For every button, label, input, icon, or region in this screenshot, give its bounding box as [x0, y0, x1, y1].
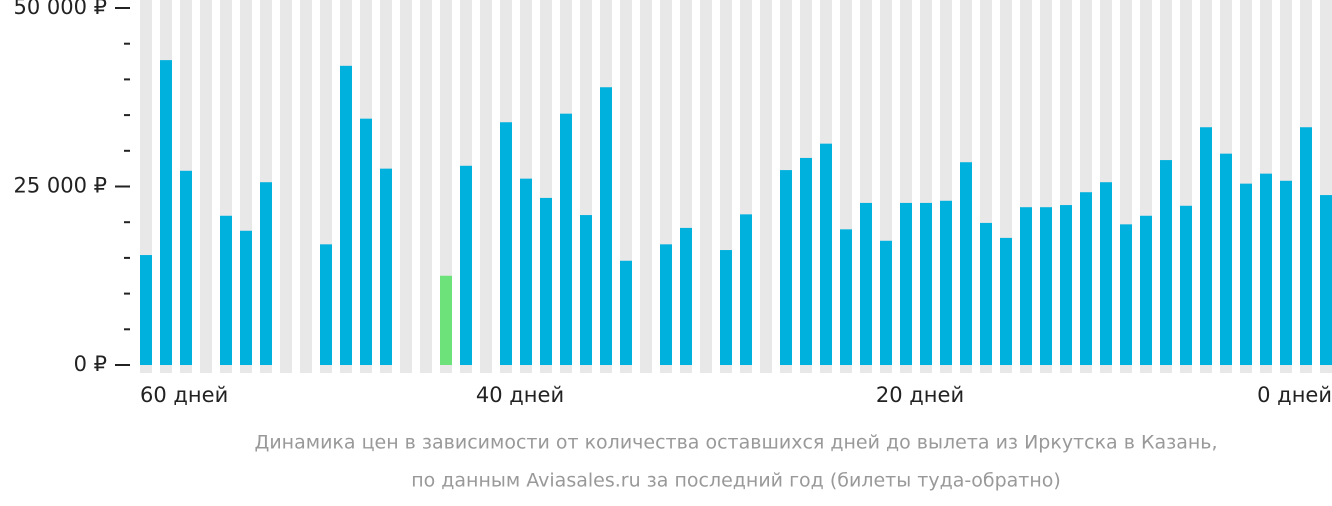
bar [460, 165, 472, 365]
bar [240, 230, 252, 365]
x-tick-label: 20 дней [876, 383, 964, 407]
bar [980, 222, 992, 365]
bar [1320, 195, 1332, 365]
bar [840, 229, 852, 365]
column-background [700, 0, 712, 373]
column-background [280, 0, 292, 373]
bar [1240, 183, 1252, 365]
bar [1180, 205, 1192, 365]
y-tick-label: 0 ₽ [74, 352, 107, 376]
bar [860, 202, 872, 365]
bar [660, 244, 672, 365]
bar [1000, 237, 1012, 365]
bar [360, 118, 372, 365]
bar [580, 215, 592, 365]
column-background [480, 0, 492, 373]
bar [1060, 205, 1072, 365]
bar [1020, 207, 1032, 365]
bar [1100, 182, 1112, 365]
bar [960, 162, 972, 365]
column-background [640, 0, 652, 373]
caption: по данным Aviasales.ru за последний год … [411, 470, 1061, 492]
bar [1080, 192, 1092, 365]
bar [440, 275, 452, 365]
x-tick-label: 40 дней [476, 383, 564, 407]
bar [160, 60, 172, 365]
bar [620, 260, 632, 365]
y-tick-label: 50 000 ₽ [13, 0, 107, 19]
bar [920, 202, 932, 365]
bar [520, 178, 532, 365]
bar [1220, 153, 1232, 365]
bar [680, 227, 692, 365]
y-tick-label: 25 000 ₽ [13, 174, 107, 198]
column-background [420, 0, 432, 373]
bar [260, 182, 272, 365]
column-background [400, 0, 412, 373]
bar [1140, 215, 1152, 365]
column-background [760, 0, 772, 373]
bar [1280, 180, 1292, 365]
bar [220, 215, 232, 365]
bar [1120, 224, 1132, 365]
column-background [300, 0, 312, 373]
bar [740, 214, 752, 365]
bar [1040, 207, 1052, 365]
bar [1200, 127, 1212, 365]
x-tick-label: 0 дней [1257, 383, 1332, 407]
bar [180, 170, 192, 365]
bar [1300, 127, 1312, 365]
bar [380, 168, 392, 365]
bar [780, 170, 792, 365]
column-background [200, 0, 212, 373]
bar [880, 240, 892, 365]
bar [800, 157, 812, 365]
bar [940, 200, 952, 365]
bar [320, 244, 332, 365]
x-tick-label: 60 дней [140, 383, 228, 407]
bar [560, 113, 572, 365]
caption: Динамика цен в зависимости от количества… [254, 432, 1217, 454]
bar [340, 65, 352, 366]
bar [1160, 160, 1172, 365]
bar [720, 250, 732, 365]
bar [140, 255, 152, 365]
bar [900, 202, 912, 365]
bar [500, 122, 512, 366]
bar [600, 87, 612, 365]
bar [820, 143, 832, 365]
bar [1260, 173, 1272, 365]
bar [540, 197, 552, 365]
